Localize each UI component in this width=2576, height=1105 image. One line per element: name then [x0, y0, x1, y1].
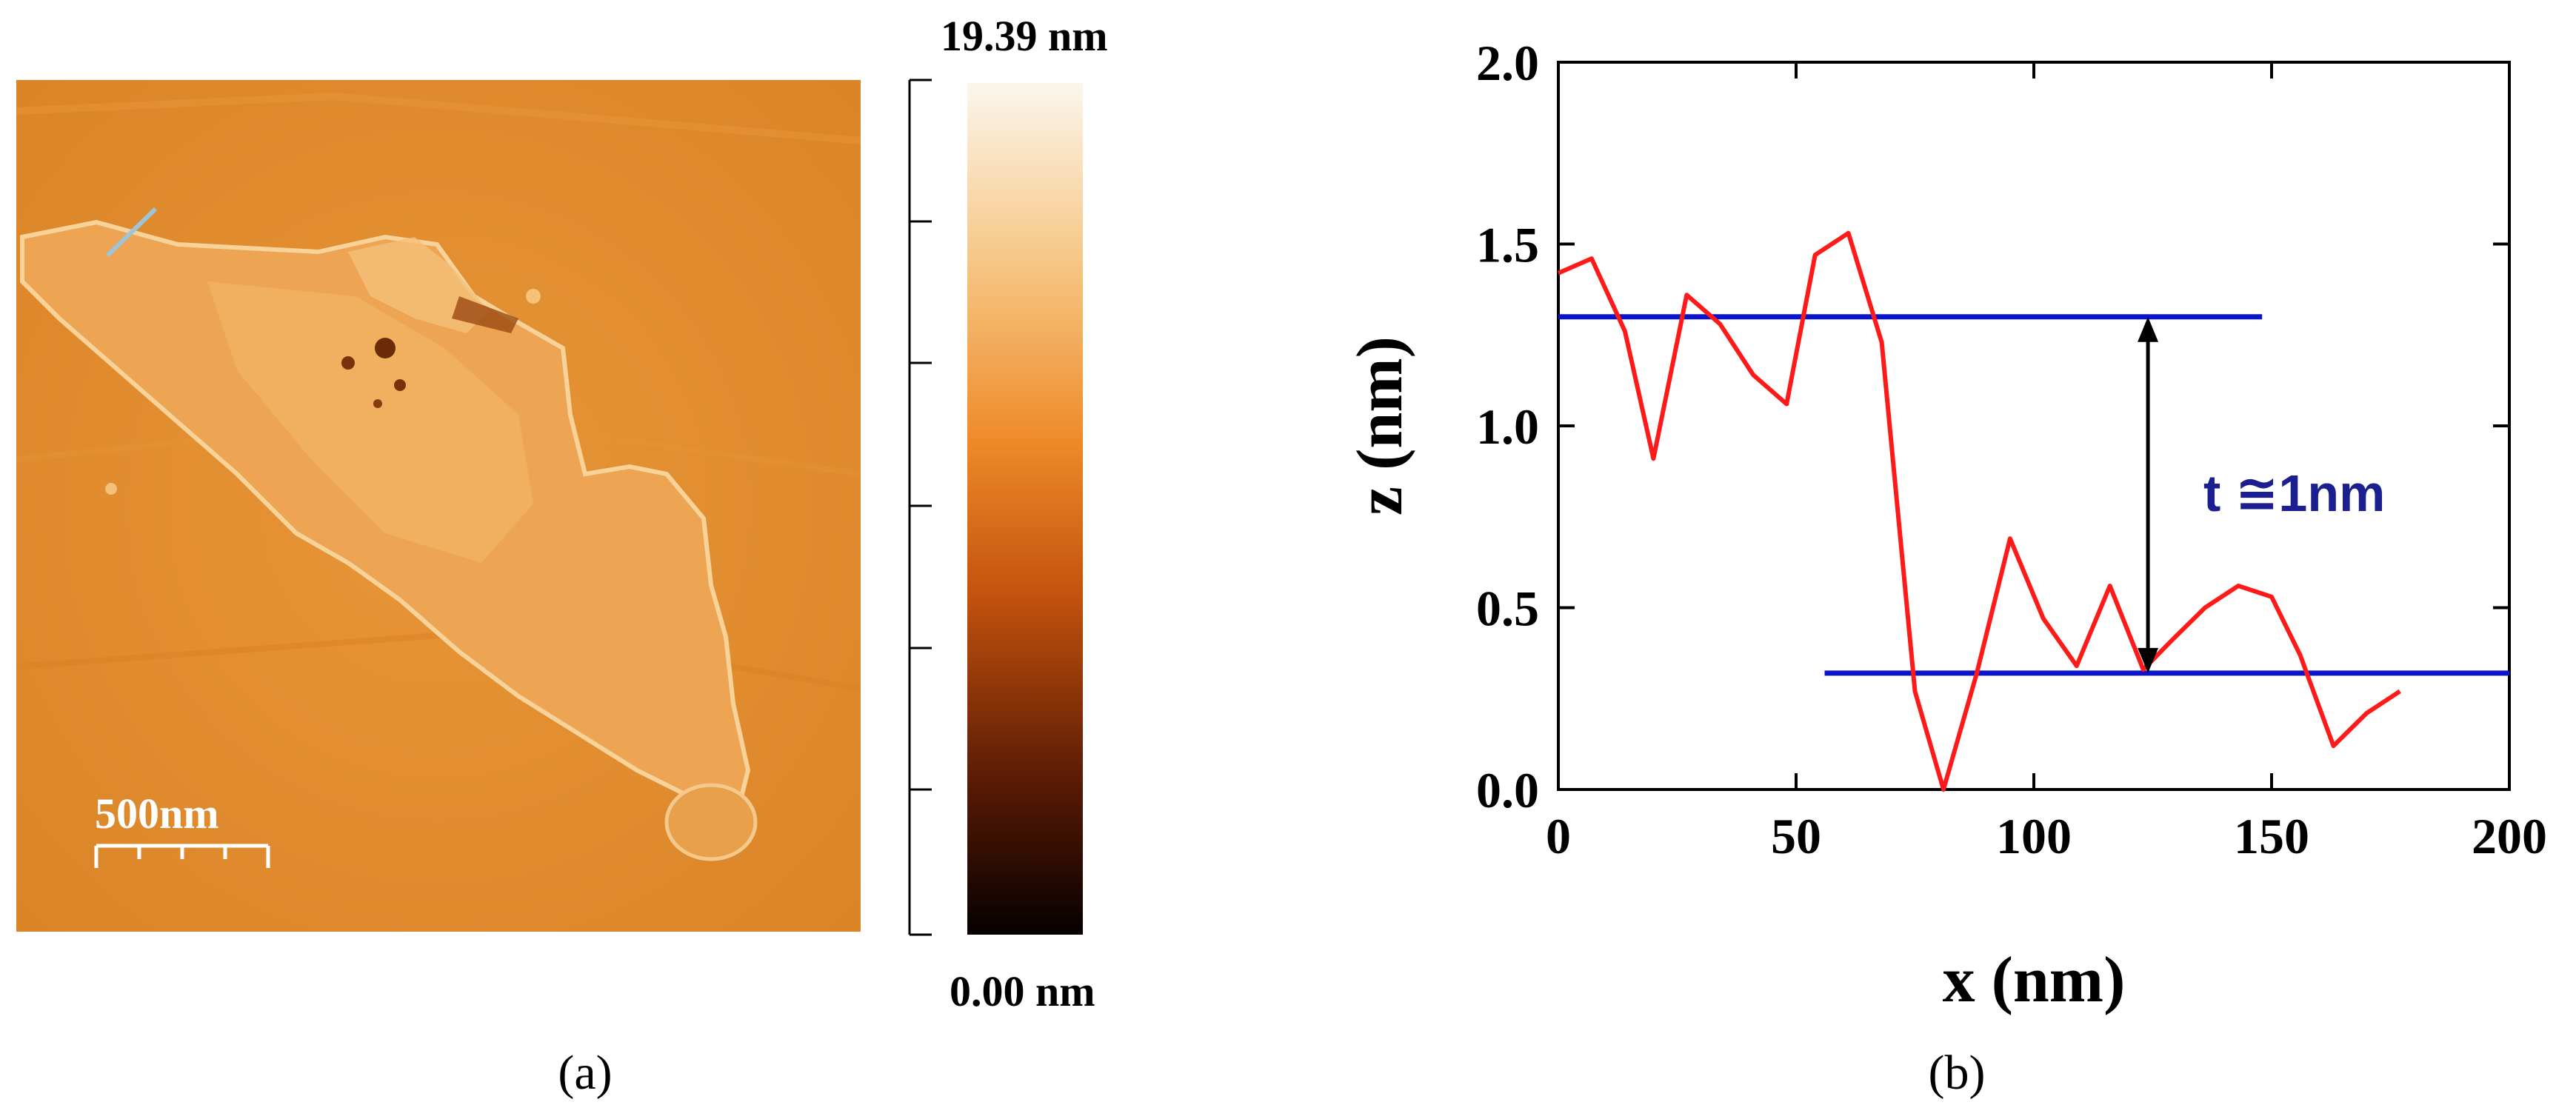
colorbar-ticks — [910, 79, 932, 936]
colorbar-min-label: 0.00 nm — [950, 967, 1095, 1015]
thickness-arrow — [2138, 316, 2159, 673]
y-tick-label: 1.5 — [1476, 217, 1539, 273]
x-axis-label: x (nm) — [1943, 944, 2126, 1016]
profile-line-marker — [105, 207, 158, 258]
y-axis-ticks: 0.0 0.5 1.0 1.5 2.0 — [1476, 35, 2509, 818]
plot-frame — [1557, 61, 2511, 791]
y-tick-label: 1.0 — [1476, 398, 1539, 455]
height-profile-chart: 0.0 0.5 1.0 1.5 2.0 0 50 100 150 200 t ≅1nm x (n… — [1344, 35, 2547, 1016]
reference-lines — [1558, 314, 2509, 676]
y-tick-label: 2.0 — [1476, 35, 1539, 91]
x-tick-label: 50 — [1771, 808, 1821, 864]
colorbar-gradient — [967, 83, 1083, 935]
scale-bar-label: 500nm — [95, 789, 219, 838]
y-axis-label: z (nm) — [1344, 336, 1416, 515]
x-tick-label: 200 — [2472, 808, 2547, 864]
x-tick-label: 0 — [1546, 808, 1571, 864]
y-tick-label: 0.0 — [1476, 762, 1539, 818]
afm-defect — [375, 338, 396, 358]
panel-a-label: (a) — [558, 1046, 612, 1100]
height-profile-line — [1557, 230, 2401, 792]
colorbar: 19.39 nm 0.00 nm — [908, 12, 1108, 1015]
y-tick-label: 0.5 — [1476, 581, 1539, 637]
x-tick-label: 100 — [1996, 808, 2072, 864]
x-tick-label: 150 — [2234, 808, 2309, 864]
arrow-head-down — [2138, 647, 2159, 673]
panel-b-label: (b) — [1929, 1046, 1986, 1100]
afm-image: 500nm — [16, 80, 861, 932]
x-axis-ticks: 0 50 100 150 200 — [1546, 62, 2547, 864]
thickness-annotation: t ≅1nm — [2203, 464, 2385, 522]
scale-bar — [94, 844, 270, 868]
flake-blob — [664, 783, 758, 861]
colorbar-max-label: 19.39 nm — [941, 12, 1108, 60]
arrow-head-up — [2138, 316, 2159, 342]
afm-texture — [16, 92, 861, 144]
